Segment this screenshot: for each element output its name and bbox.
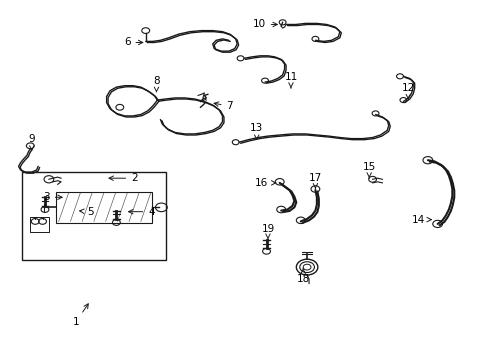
Bar [56, 192, 151, 223]
Text: 3: 3 [43, 192, 62, 202]
Text: 11: 11 [284, 72, 297, 88]
Bar [30, 217, 49, 232]
Text: 14: 14 [410, 215, 430, 225]
Text: 8: 8 [153, 76, 160, 92]
Text: 13: 13 [249, 123, 263, 139]
Text: 5: 5 [80, 207, 94, 217]
Text: 17: 17 [308, 173, 322, 189]
Text: 16: 16 [254, 178, 275, 188]
Text: 7: 7 [214, 101, 233, 111]
Text: 9: 9 [28, 134, 35, 150]
Text: 6: 6 [123, 37, 142, 48]
Text: 15: 15 [362, 162, 375, 178]
Bar [22, 172, 166, 260]
Text: 10: 10 [252, 19, 277, 30]
Text: 2: 2 [109, 173, 138, 183]
Text: 1: 1 [72, 304, 88, 327]
Text: 12: 12 [401, 83, 414, 99]
Text: 18: 18 [296, 269, 309, 284]
Text: 19: 19 [261, 224, 274, 239]
Text: 4: 4 [128, 207, 155, 217]
